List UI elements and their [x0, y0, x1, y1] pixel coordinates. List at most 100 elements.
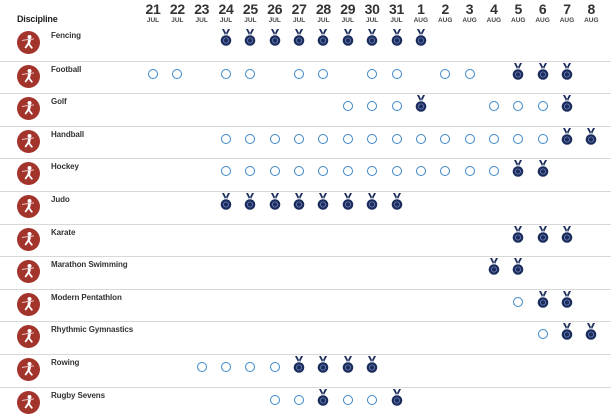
- date-column-header: 1 AUG: [409, 2, 433, 25]
- date-month-label: JUL: [219, 17, 233, 24]
- competition-day-icon: [487, 160, 501, 178]
- date-day-number: 27: [291, 1, 307, 17]
- medal-event-icon: [560, 95, 574, 113]
- medal-event-icon: [560, 323, 574, 341]
- hockey-icon: [17, 162, 40, 186]
- date-month-label: AUG: [511, 17, 526, 24]
- competition-day-icon: [243, 128, 257, 146]
- modern-pentathlon-icon: [17, 292, 40, 316]
- competition-day-icon: [219, 63, 233, 81]
- medal-event-icon: [511, 258, 525, 276]
- discipline-name: Modern Pentathlon: [51, 292, 122, 302]
- date-month-label: AUG: [413, 17, 429, 24]
- discipline-column-header: Discipline: [17, 14, 58, 24]
- date-day-number: 5: [514, 1, 523, 17]
- medal-event-icon: [560, 62, 574, 81]
- medal-event-icon: [536, 62, 550, 81]
- discipline-row[interactable]: Judo: [0, 191, 611, 224]
- date-day-number: 4: [490, 1, 498, 17]
- rowing-icon: [17, 358, 40, 381]
- medal-event-icon: [487, 258, 501, 276]
- competition-day-icon: [365, 160, 379, 178]
- date-column-header: 5 AUG: [506, 2, 530, 25]
- competition-day-icon: [292, 128, 306, 146]
- medal-event-icon: [560, 290, 574, 309]
- medal-event-icon: [341, 356, 355, 374]
- competition-day-icon: [487, 128, 501, 146]
- date-column-header: 21 JUL: [141, 2, 165, 25]
- discipline-row[interactable]: Football: [0, 60, 611, 94]
- competition-day-icon: [414, 128, 428, 146]
- medal-event-icon: [511, 225, 525, 244]
- football-icon: [17, 64, 40, 88]
- date-day-number: 1: [417, 1, 425, 17]
- medal-event-icon: [292, 29, 306, 47]
- discipline-row[interactable]: Hockey: [0, 158, 611, 191]
- discipline-row[interactable]: Handball: [0, 125, 611, 159]
- competition-day-icon: [511, 95, 525, 113]
- competition-day-icon: [219, 356, 233, 374]
- medal-event-icon: [341, 193, 355, 211]
- medal-event-icon: [511, 62, 525, 81]
- discipline-row[interactable]: Rhythmic Gymnastics: [0, 321, 611, 354]
- medal-event-icon: [536, 290, 550, 309]
- medal-event-icon: [414, 95, 428, 113]
- discipline-row[interactable]: Marathon Swimming: [0, 256, 611, 289]
- date-day-number: 22: [169, 1, 185, 17]
- medal-event-icon: [292, 193, 306, 211]
- date-month-label: JUL: [244, 17, 257, 24]
- medal-event-icon: [268, 29, 282, 47]
- competition-day-icon: [292, 160, 306, 178]
- date-day-number: 3: [465, 1, 474, 17]
- competition-day-icon: [316, 128, 330, 146]
- date-column-header: 23 JUL: [190, 2, 214, 25]
- discipline-name: Judo: [51, 195, 70, 204]
- date-column-header: 24 JUL: [214, 2, 238, 25]
- discipline-row[interactable]: Modern Pentathlon: [0, 288, 611, 322]
- discipline-row[interactable]: Rugby Sevens: [0, 386, 611, 419]
- date-month-label: AUG: [559, 17, 575, 24]
- competition-day-icon: [219, 128, 233, 146]
- competition-day-icon: [390, 63, 404, 81]
- medal-event-icon: [560, 127, 574, 146]
- karate-icon: [17, 227, 40, 251]
- date-day-number: 26: [267, 1, 283, 17]
- date-month-label: JUL: [317, 17, 330, 24]
- discipline-name: Golf: [51, 97, 67, 107]
- discipline-row[interactable]: Fencing: [0, 28, 611, 61]
- medal-event-icon: [584, 323, 598, 341]
- date-day-number: 31: [389, 1, 404, 17]
- discipline-row[interactable]: Golf: [0, 93, 611, 126]
- date-column-header: 6 AUG: [531, 2, 555, 25]
- competition-day-icon: [219, 160, 233, 178]
- competition-day-icon: [316, 160, 330, 178]
- date-month-label: JUL: [195, 17, 208, 24]
- competition-day-icon: [243, 356, 257, 374]
- date-column-header: 26 JUL: [263, 2, 287, 25]
- medal-event-icon: [316, 193, 330, 211]
- medal-event-icon: [584, 127, 598, 146]
- competition-day-icon: [316, 63, 330, 81]
- discipline-name: Rhythmic Gymnastics: [51, 325, 134, 335]
- date-month-label: JUL: [366, 17, 379, 24]
- date-column-header: 22 JUL: [165, 2, 189, 25]
- medal-event-icon: [390, 29, 404, 47]
- medal-event-icon: [536, 225, 550, 244]
- competition-day-icon: [365, 128, 379, 146]
- discipline-name: Football: [51, 64, 82, 74]
- discipline-name: Rugby Sevens: [51, 390, 105, 400]
- date-month-label: AUG: [437, 17, 453, 24]
- date-day-number: 23: [194, 1, 210, 17]
- competition-day-icon: [268, 389, 282, 407]
- judo-icon: [17, 195, 40, 218]
- discipline-row[interactable]: Rowing: [0, 354, 611, 387]
- date-day-number: 29: [340, 1, 356, 17]
- date-column-header: 3 AUG: [458, 2, 482, 25]
- date-column-header: 2 AUG: [433, 2, 457, 25]
- competition-day-icon: [268, 160, 282, 178]
- competition-day-icon: [438, 128, 452, 146]
- competition-day-icon: [341, 389, 355, 407]
- discipline-row[interactable]: Karate: [0, 223, 611, 257]
- discipline-name: Karate: [51, 227, 76, 237]
- date-month-label: JUL: [292, 17, 306, 24]
